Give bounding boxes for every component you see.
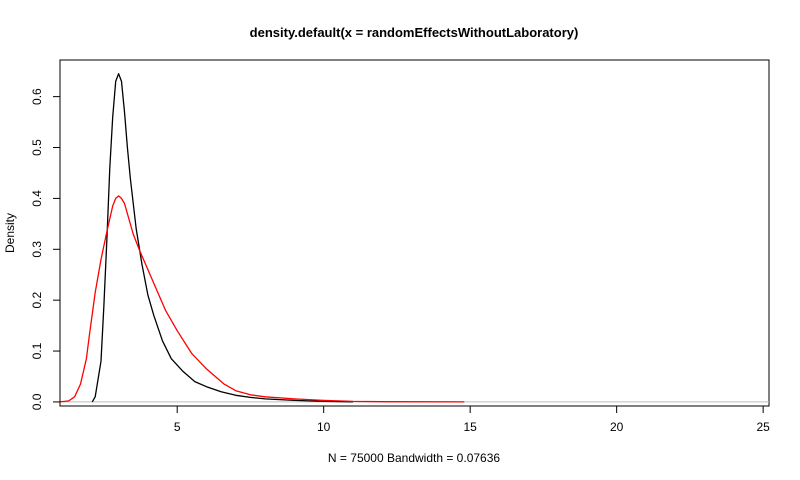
y-tick-label: 0.5 — [30, 139, 44, 156]
plot-frame — [59, 59, 770, 407]
y-tick-label: 0.6 — [30, 88, 44, 105]
y-tick-label: 0.0 — [30, 393, 44, 410]
chart-title: density.default(x = randomEffectsWithout… — [250, 25, 579, 40]
y-axis: 0.0 0.1 0.2 0.3 0.4 0.5 0.6 — [30, 88, 61, 410]
series-lines — [59, 73, 465, 403]
x-tick-label: 10 — [317, 420, 331, 434]
density-line-2 — [59, 195, 465, 403]
y-axis-label: Density — [3, 213, 17, 253]
y-tick-label: 0.3 — [30, 241, 44, 258]
y-tick-label: 0.2 — [30, 292, 44, 309]
x-tick-label: 15 — [463, 420, 477, 434]
y-tick-label: 0.4 — [30, 190, 44, 207]
x-axis-label: N = 75000 Bandwidth = 0.07636 — [328, 451, 500, 465]
x-axis: 5 10 15 20 25 — [174, 405, 770, 434]
x-tick-label: 5 — [174, 420, 181, 434]
y-tick-label: 0.1 — [30, 342, 44, 359]
x-tick-label: 25 — [756, 420, 770, 434]
density-line-1 — [91, 73, 354, 403]
x-tick-label: 20 — [610, 420, 624, 434]
